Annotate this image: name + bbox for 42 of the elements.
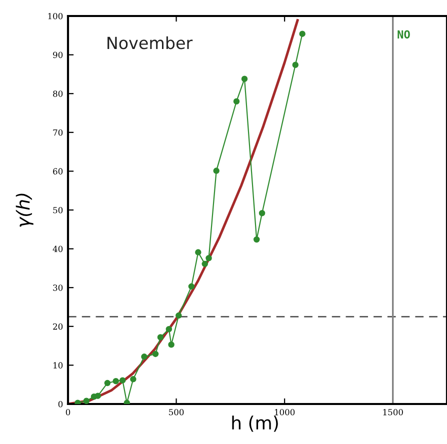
point xyxy=(206,254,212,262)
y-tick-label: 100 xyxy=(48,12,63,20)
point xyxy=(104,380,111,386)
point xyxy=(152,350,159,358)
x-tick-label: 1000 xyxy=(274,409,295,416)
y-tick-label: 30 xyxy=(53,284,63,291)
annotation: November xyxy=(108,36,193,50)
point xyxy=(112,378,119,384)
point xyxy=(233,98,240,104)
y-tick-label: 60 xyxy=(53,168,63,174)
x-tick-label: 500 xyxy=(169,409,184,416)
point xyxy=(83,398,90,404)
point xyxy=(119,377,126,384)
x-axis-title: h (m) xyxy=(232,416,278,432)
point xyxy=(195,249,202,256)
point xyxy=(254,236,260,243)
x-tick-label: 0 xyxy=(66,409,70,416)
y-tick-label: 90 xyxy=(53,52,63,58)
x-tick-label: 1500 xyxy=(383,409,403,416)
point xyxy=(166,326,172,332)
y-tick-label: 10 xyxy=(54,362,63,368)
point xyxy=(176,312,182,319)
y-tick-label: 70 xyxy=(53,129,63,136)
y-tick-label: 0 xyxy=(58,400,63,408)
y-tick-label: 20 xyxy=(53,323,63,330)
point xyxy=(241,76,248,82)
point xyxy=(292,62,299,68)
point xyxy=(94,392,102,399)
y-tick-label: 40 xyxy=(52,246,63,252)
point xyxy=(157,334,164,340)
point xyxy=(213,168,220,174)
y-axis-title: γ(h) xyxy=(16,194,34,227)
y-tick-label: 50 xyxy=(53,206,63,214)
point xyxy=(299,30,306,37)
point xyxy=(202,260,208,268)
point xyxy=(188,283,195,290)
point xyxy=(130,376,136,382)
point xyxy=(258,210,266,216)
point xyxy=(168,342,174,348)
y-tick-label: 80 xyxy=(53,90,63,97)
point xyxy=(141,354,148,360)
annotation: NO xyxy=(398,30,410,39)
